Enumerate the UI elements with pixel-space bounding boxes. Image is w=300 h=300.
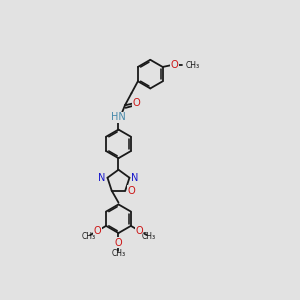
Text: O: O bbox=[170, 60, 178, 70]
Text: CH₃: CH₃ bbox=[81, 232, 95, 241]
Text: CH₃: CH₃ bbox=[186, 61, 200, 70]
Text: O: O bbox=[128, 186, 135, 196]
Text: O: O bbox=[133, 98, 140, 109]
Text: CH₃: CH₃ bbox=[111, 249, 125, 258]
Text: N: N bbox=[98, 173, 106, 183]
Text: HN: HN bbox=[111, 112, 126, 122]
Text: N: N bbox=[131, 173, 139, 183]
Text: O: O bbox=[115, 238, 122, 248]
Text: O: O bbox=[94, 226, 101, 236]
Text: CH₃: CH₃ bbox=[142, 232, 156, 241]
Text: O: O bbox=[136, 226, 143, 236]
